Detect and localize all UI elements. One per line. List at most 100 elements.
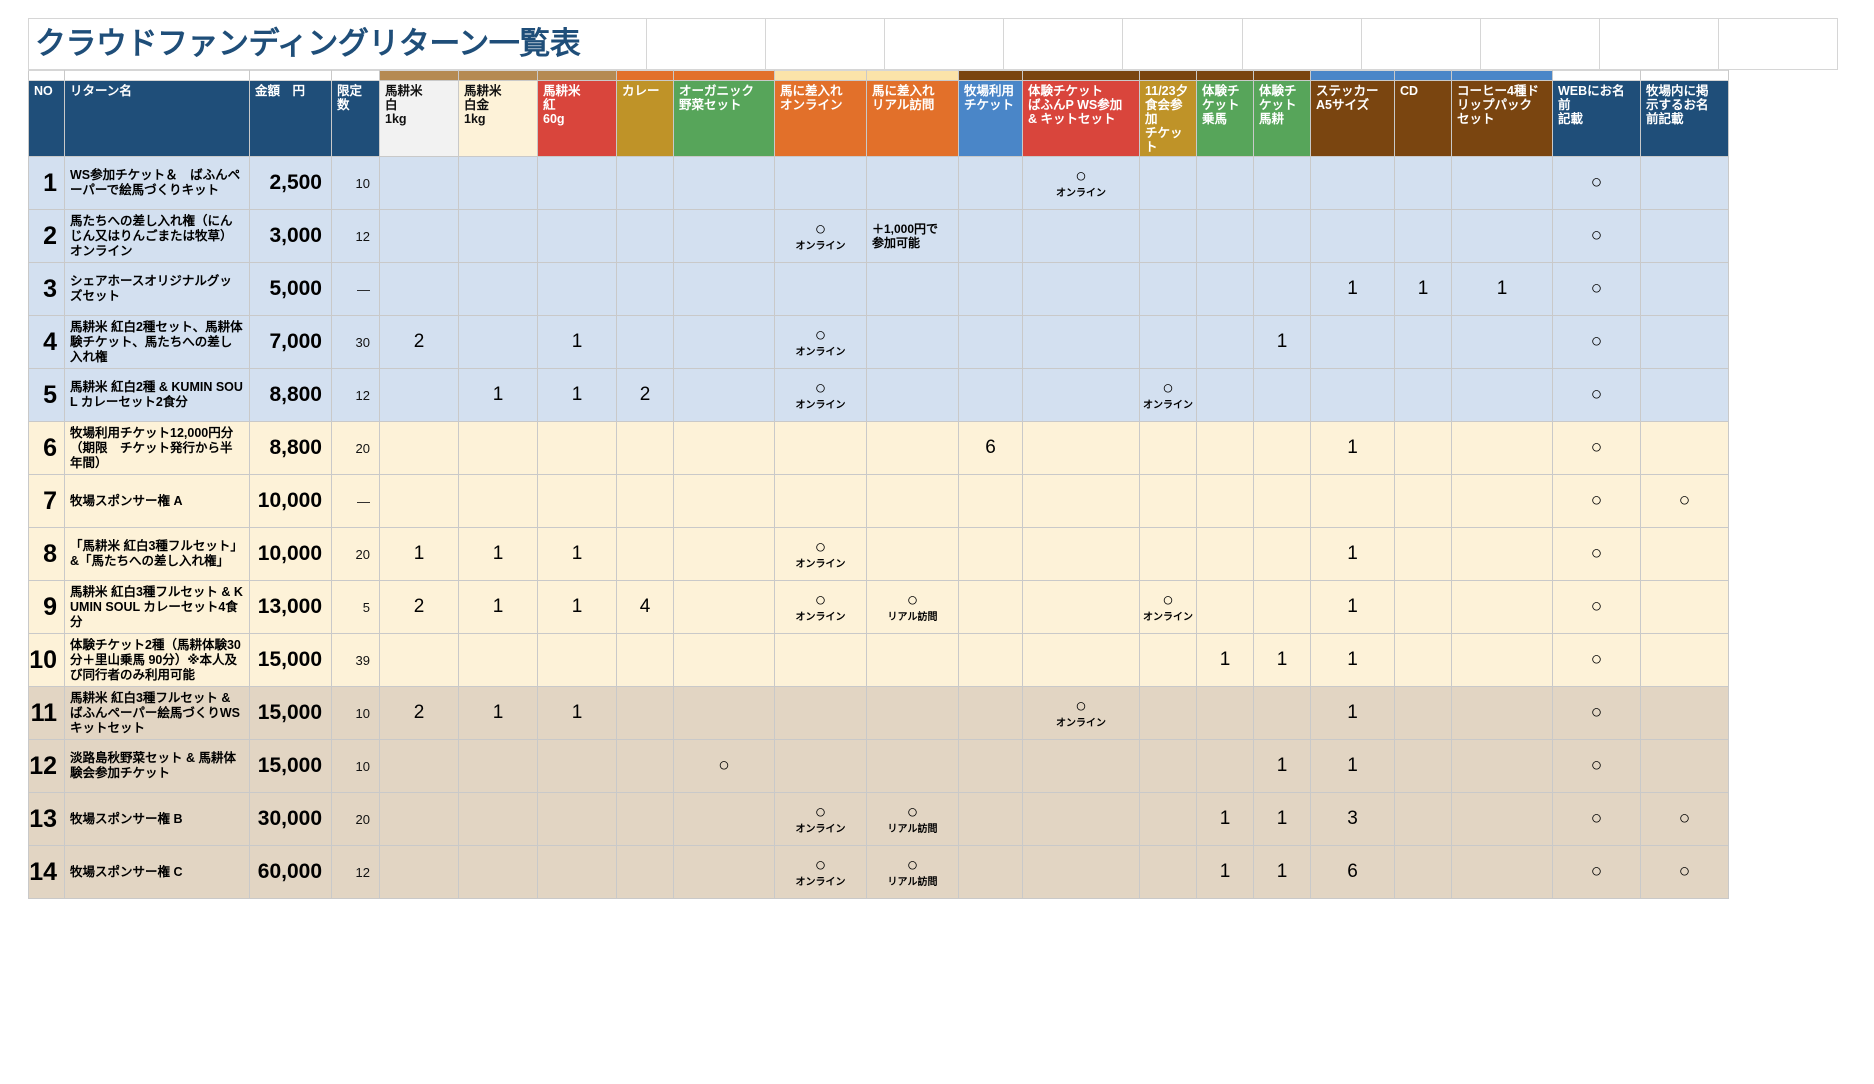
cell-web_name: ○ [1552, 209, 1641, 263]
cell-sticker: 1 [1310, 421, 1395, 475]
column-header-sticker[interactable]: ステッカー A5サイズ [1310, 80, 1395, 157]
cell-sticker: 1 [1310, 686, 1395, 740]
cell-quantity: 2 [413, 331, 425, 352]
cell-sublabel: オンライン [795, 346, 846, 358]
cell-exp_ride [1196, 580, 1254, 634]
check-mark: ○ [814, 377, 827, 399]
column-header-web_name[interactable]: WEBにお名前 記載 [1552, 80, 1641, 157]
cell-dinner [1139, 686, 1197, 740]
cell-ranch_ticket [958, 686, 1023, 740]
cell-quantity: 1 [1276, 808, 1288, 829]
cell-curry [616, 262, 674, 316]
cell-quantity: 1 [1347, 437, 1358, 458]
cell-curry [616, 156, 674, 210]
table-row: 7 牧場スポンサー権 A 10,000— ○ ○ [28, 474, 1729, 528]
cell-quantity: 1 [1219, 649, 1231, 670]
cell-sticker: 1 [1310, 527, 1395, 581]
cell-sticker: 1 [1310, 633, 1395, 687]
column-header-curry[interactable]: カレー [616, 80, 674, 157]
cell-quantity: 1 [1347, 596, 1358, 617]
column-header-exp_plow[interactable]: 体験チ ケット 馬耕 [1253, 80, 1311, 157]
column-header-ranch_ticket[interactable]: 牧場利用 チケット [958, 80, 1023, 157]
cell-organic [673, 262, 775, 316]
cell-coffee [1451, 156, 1553, 210]
cell-cd [1394, 421, 1452, 475]
cell-return-name: 馬耕米 紅白2種 & KUMIN SOUL カレーセット2食分 [64, 368, 250, 422]
title-row: クラウドファンディングリターン一覧表 [28, 18, 1839, 70]
cell-coffee [1451, 845, 1553, 899]
cell-sublabel: オンライン [795, 240, 846, 252]
column-header-dinner[interactable]: 11/23夕 食会参加 チケット [1139, 80, 1197, 157]
table-row: 8 「馬耕米 紅白3種フルセット」&「馬たちへの差し入れ権」 10,000 20 1 1 1… [28, 527, 1729, 581]
column-header-rice_whitegold[interactable]: 馬耕米 白金 1kg [458, 80, 538, 157]
column-header-no[interactable]: NO [28, 80, 65, 157]
cell-exp_plow [1253, 686, 1311, 740]
cell-cd [1394, 474, 1452, 528]
cell-gift_real [866, 156, 959, 210]
check-mark: ○ [1162, 589, 1174, 611]
column-header-organic[interactable]: オーガニック 野菜セット [673, 80, 775, 157]
cell-sticker: 1 [1310, 262, 1395, 316]
cell-gift_online: ○ オンライン [774, 209, 867, 263]
cell-curry [616, 315, 674, 369]
cell-quantity: 1 [492, 543, 504, 564]
cell-organic [673, 633, 775, 687]
column-header-cd[interactable]: CD [1394, 80, 1452, 157]
cell-ranch_ticket [958, 156, 1023, 210]
cell-ranch_name [1640, 156, 1729, 210]
cell-return-name: 馬たちへの差し入れ権（にんじん又はりんごまたは牧草）オンライン [64, 209, 250, 263]
cell-rice_red: 1 [537, 527, 617, 581]
page-title: クラウドファンディングリターン一覧表 [35, 26, 581, 61]
cell-cd [1394, 527, 1452, 581]
cell-exp_plow [1253, 368, 1311, 422]
column-header-gift_real[interactable]: 馬に差入れ リアル訪問 [866, 80, 959, 157]
cell-exp_plow: 1 [1253, 739, 1311, 793]
empty-cell [1599, 18, 1719, 70]
cell-gift_real [866, 315, 959, 369]
cell-exp_plow: 1 [1253, 845, 1311, 899]
cell-curry: 2 [616, 368, 674, 422]
cell-curry [616, 474, 674, 528]
color-strip-exp_plow [1253, 70, 1311, 81]
check-mark: ○ [1590, 702, 1603, 723]
column-header-name[interactable]: リターン名 [64, 80, 250, 157]
cell-cd: 1 [1394, 262, 1452, 316]
cell-cd [1394, 686, 1452, 740]
table-row: 2 馬たちへの差し入れ権（にんじん又はりんごまたは牧草）オンライン 3,000 12 ○… [28, 209, 1729, 263]
cell-ranch_ticket [958, 474, 1023, 528]
check-mark: ○ [814, 536, 827, 558]
cell-limit: — [331, 474, 380, 528]
cell-ws_kit [1022, 527, 1140, 581]
check-mark: ○ [1678, 490, 1691, 511]
check-mark: ○ [814, 854, 827, 876]
column-header-coffee[interactable]: コーヒー4種ド リップパック セット [1451, 80, 1553, 157]
check-mark: ○ [906, 589, 919, 611]
cell-no: 14 [28, 845, 65, 899]
cell-rice_white: 2 [379, 315, 459, 369]
color-strip-organic [673, 70, 775, 81]
table-row: 12 淡路島秋野菜セット & 馬耕体験会参加チケット 15,000 10 ○ 1 1 ○ [28, 739, 1729, 793]
cell-rice_red: 1 [537, 315, 617, 369]
column-header-ranch_name[interactable]: 牧場内に掲 示するお名 前記載 [1640, 80, 1729, 157]
cell-exp_plow [1253, 156, 1311, 210]
cell-gift_real: ＋1,000円で 参加可能 [866, 209, 959, 263]
cell-web_name: ○ [1552, 527, 1641, 581]
cell-ranch_ticket [958, 739, 1023, 793]
cell-amount: 10,000 [249, 474, 332, 528]
cell-gift_online [774, 421, 867, 475]
column-header-exp_ride[interactable]: 体験チ ケット 乗馬 [1196, 80, 1254, 157]
column-header-rice_red[interactable]: 馬耕米紅 60g [537, 80, 617, 157]
cell-exp_ride [1196, 474, 1254, 528]
cell-note: ＋1,000円で 参加可能 [872, 222, 939, 250]
column-header-gift_online[interactable]: 馬に差入れ オンライン [774, 80, 867, 157]
cell-no: 5 [28, 368, 65, 422]
column-header-rice_white[interactable]: 馬耕米白 1kg [379, 80, 459, 157]
cell-quantity: 1 [571, 543, 583, 564]
cell-gift_online [774, 474, 867, 528]
column-header-ws_kit[interactable]: 体験チケット ばふんP WS参加 & キットセット [1022, 80, 1140, 157]
cell-rice_red [537, 474, 617, 528]
check-mark: ○ [814, 324, 827, 346]
column-header-amount[interactable]: 金額 円 [249, 80, 332, 157]
cell-return-name: 馬耕米 紅白3種フルセット & ばふんペーパー絵馬づくりWSキットセット [64, 686, 250, 740]
column-header-limit[interactable]: 限定数 [331, 80, 380, 157]
